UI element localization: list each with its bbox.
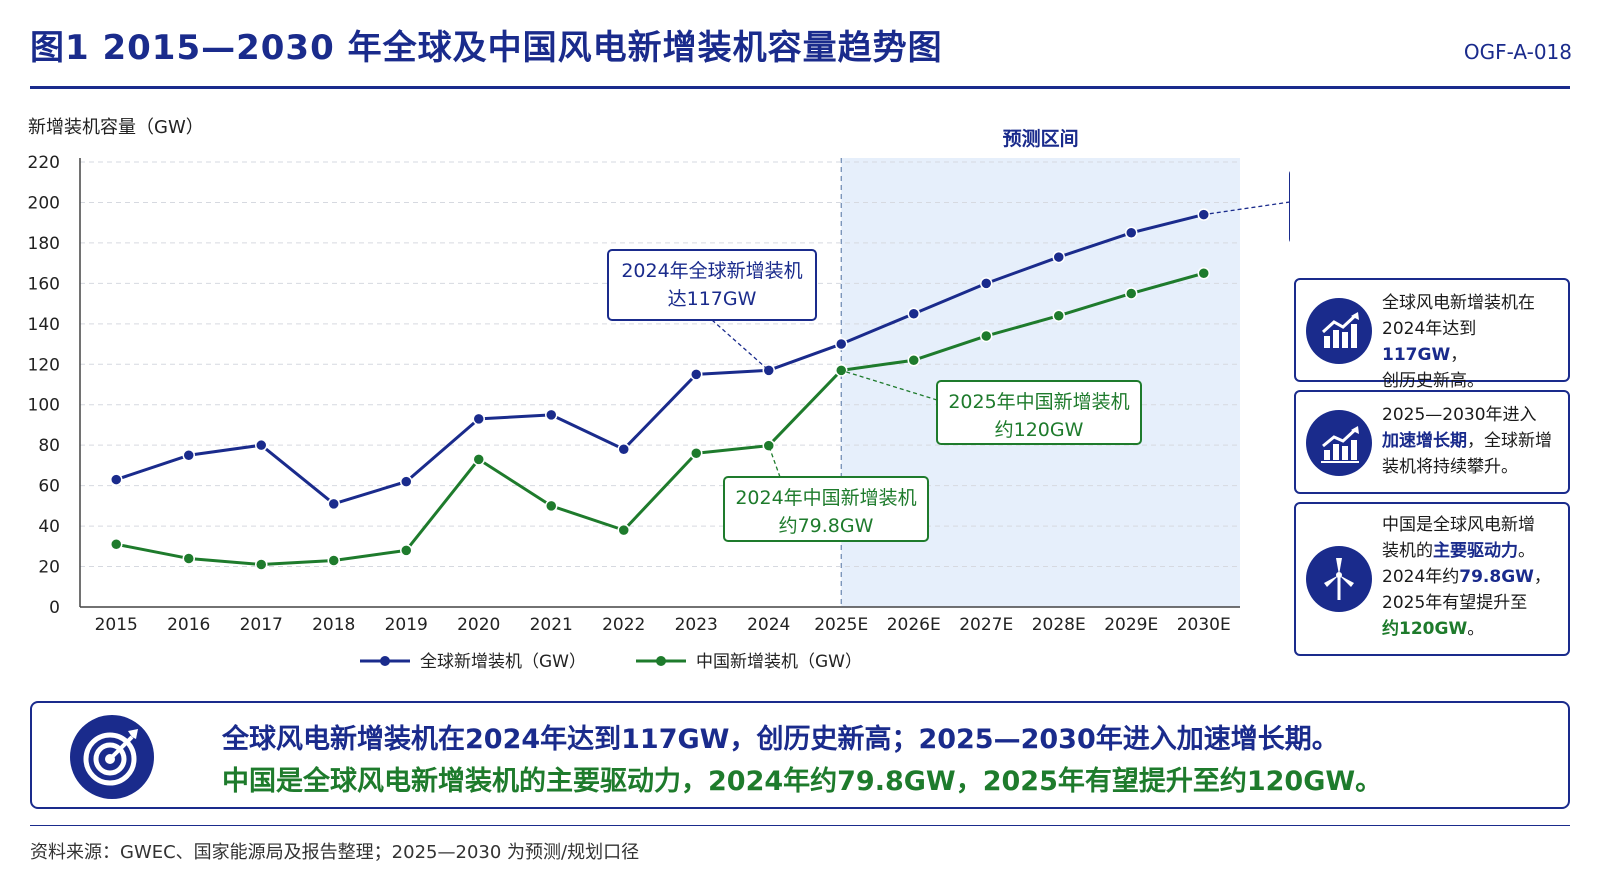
x-tick-label: 2018 bbox=[312, 615, 355, 635]
insight-card-record: 全球风电新增装机在 2024年达到117GW， 创历史新高。 bbox=[1294, 278, 1570, 391]
source-note: 资料来源：GWEC、国家能源局及报告整理；2025—2030 为预测/规划口径 bbox=[30, 842, 640, 863]
x-tick-label: 2020 bbox=[457, 615, 500, 635]
data-point bbox=[617, 523, 630, 537]
data-point bbox=[255, 558, 268, 571]
trend-up-chart-icon bbox=[1306, 410, 1372, 476]
bar-chart-growth-icon bbox=[1306, 298, 1372, 364]
data-point bbox=[545, 408, 558, 422]
legend-swatch-marker bbox=[380, 656, 390, 666]
data-point bbox=[110, 473, 123, 486]
target-icon bbox=[70, 715, 154, 799]
insight-card-acceleration: 2025—2030年进入 加速增长期，全球新增 装机将持续攀升。 bbox=[1294, 390, 1570, 494]
data-point bbox=[835, 337, 848, 351]
x-tick-label: 2021 bbox=[530, 615, 573, 635]
summary-line-global: 全球风电新增装机在2024年达到117GW，创历史新高；2025—2030年进入… bbox=[222, 724, 1339, 755]
x-tick-label: 2025E bbox=[814, 615, 868, 635]
x-tick-label: 2024 bbox=[747, 615, 790, 635]
page-title: 图1 2015—2030 年全球及中国风电新增装机容量趋势图 bbox=[30, 28, 943, 68]
y-axis-title: 新增装机容量（GW） bbox=[28, 117, 204, 138]
data-point bbox=[255, 438, 268, 452]
data-point bbox=[1197, 267, 1210, 280]
title-divider bbox=[30, 86, 1570, 89]
data-point bbox=[1125, 287, 1138, 300]
summary-box: 全球风电新增装机在2024年达到117GW，创历史新高；2025—2030年进入… bbox=[30, 701, 1570, 809]
y-tick-label: 120 bbox=[28, 355, 60, 375]
y-tick-label: 200 bbox=[28, 193, 60, 213]
data-point bbox=[762, 439, 775, 452]
data-point bbox=[182, 552, 195, 565]
x-tick-label: 2027E bbox=[959, 615, 1013, 635]
annotation-leader bbox=[711, 319, 770, 371]
data-point bbox=[182, 449, 195, 462]
annotation-leader bbox=[841, 369, 938, 401]
y-tick-label: 80 bbox=[38, 436, 60, 456]
x-tick-label: 2019 bbox=[385, 615, 428, 635]
insight-card-record-text: 全球风电新增装机在 2024年达到117GW， 创历史新高。 bbox=[1382, 293, 1535, 391]
data-point bbox=[327, 554, 340, 567]
insight-card-china-driver-text: 中国是全球风电新增 装机的主要驱动力。 2024年约79.8GW， 2025年有… bbox=[1382, 515, 1551, 639]
data-point bbox=[400, 544, 413, 557]
data-point bbox=[400, 475, 413, 488]
series-line-1 bbox=[115, 271, 1205, 567]
y-tick-label: 100 bbox=[28, 396, 60, 416]
wind-turbine-icon bbox=[1306, 546, 1372, 612]
data-point bbox=[1052, 309, 1065, 322]
x-tick-label: 2015 bbox=[95, 615, 138, 635]
data-point bbox=[907, 307, 920, 320]
y-tick-label: 160 bbox=[28, 274, 60, 294]
x-tick-label: 2016 bbox=[167, 615, 210, 635]
y-tick-label: 220 bbox=[28, 153, 60, 173]
data-point bbox=[907, 353, 920, 367]
data-point bbox=[980, 329, 993, 343]
summary-line-china: 中国是全球风电新增装机的主要驱动力，2024年约79.8GW，2025年有望提升… bbox=[222, 766, 1383, 797]
series-line-0 bbox=[115, 213, 1205, 506]
annotation-box bbox=[723, 476, 929, 542]
data-point bbox=[110, 538, 123, 551]
data-point bbox=[690, 368, 703, 381]
footer-divider bbox=[30, 825, 1570, 826]
line-chart: 预测区间 0 20 40 60 80 100 120 140 160 180 200 220 新增装机容量… bbox=[28, 117, 1290, 672]
annotation-text: 约79.8GW bbox=[779, 515, 874, 537]
legend-label: 全球新增装机（GW） bbox=[420, 652, 586, 672]
legend-swatch-marker bbox=[656, 656, 666, 666]
data-point bbox=[690, 447, 703, 460]
annotation-box bbox=[936, 380, 1142, 445]
data-point bbox=[472, 412, 485, 426]
annotation-text: 约120GW bbox=[995, 419, 1084, 441]
y-tick-label: 60 bbox=[38, 477, 60, 497]
insight-card-acceleration-text: 2025—2030年进入 加速增长期，全球新增 装机将持续攀升。 bbox=[1382, 405, 1552, 477]
y-tick-label: 40 bbox=[38, 517, 60, 537]
data-point bbox=[1125, 226, 1138, 240]
data-point bbox=[1052, 250, 1065, 264]
annotation-text: 2025年中国新增装机 bbox=[948, 391, 1129, 413]
data-point bbox=[545, 499, 558, 513]
forecast-label: 预测区间 bbox=[1003, 128, 1079, 150]
data-point bbox=[472, 453, 485, 466]
y-tick-label: 0 bbox=[49, 598, 60, 618]
annotation-box bbox=[607, 249, 817, 321]
y-tick-label: 180 bbox=[28, 234, 60, 254]
annotation-text: 2024年中国新增装机 bbox=[735, 487, 916, 509]
annotation-text: 2024年全球新增装机 bbox=[621, 260, 802, 282]
y-tick-label: 20 bbox=[38, 558, 60, 578]
annotation-leader bbox=[768, 445, 781, 478]
x-tick-label: 2030E bbox=[1177, 615, 1231, 635]
insight-card-china-driver: 中国是全球风电新增 装机的主要驱动力。 2024年约79.8GW， 2025年有… bbox=[1294, 502, 1570, 656]
x-tick-label: 2026E bbox=[887, 615, 941, 635]
data-point bbox=[980, 277, 993, 290]
figure-code: OGF-A-018 bbox=[1463, 40, 1572, 64]
x-tick-label: 2028E bbox=[1032, 615, 1086, 635]
x-tick-label: 2022 bbox=[602, 615, 645, 635]
x-tick-label: 2017 bbox=[240, 615, 283, 635]
annotation-leader bbox=[1203, 201, 1290, 216]
annotation-text: 达117GW bbox=[668, 288, 757, 310]
y-tick-label: 140 bbox=[28, 315, 60, 335]
data-point bbox=[617, 442, 630, 456]
x-tick-label: 2023 bbox=[675, 615, 718, 635]
legend-label: 中国新增装机（GW） bbox=[696, 652, 862, 672]
x-tick-label: 2029E bbox=[1104, 615, 1158, 635]
data-point bbox=[327, 497, 340, 511]
